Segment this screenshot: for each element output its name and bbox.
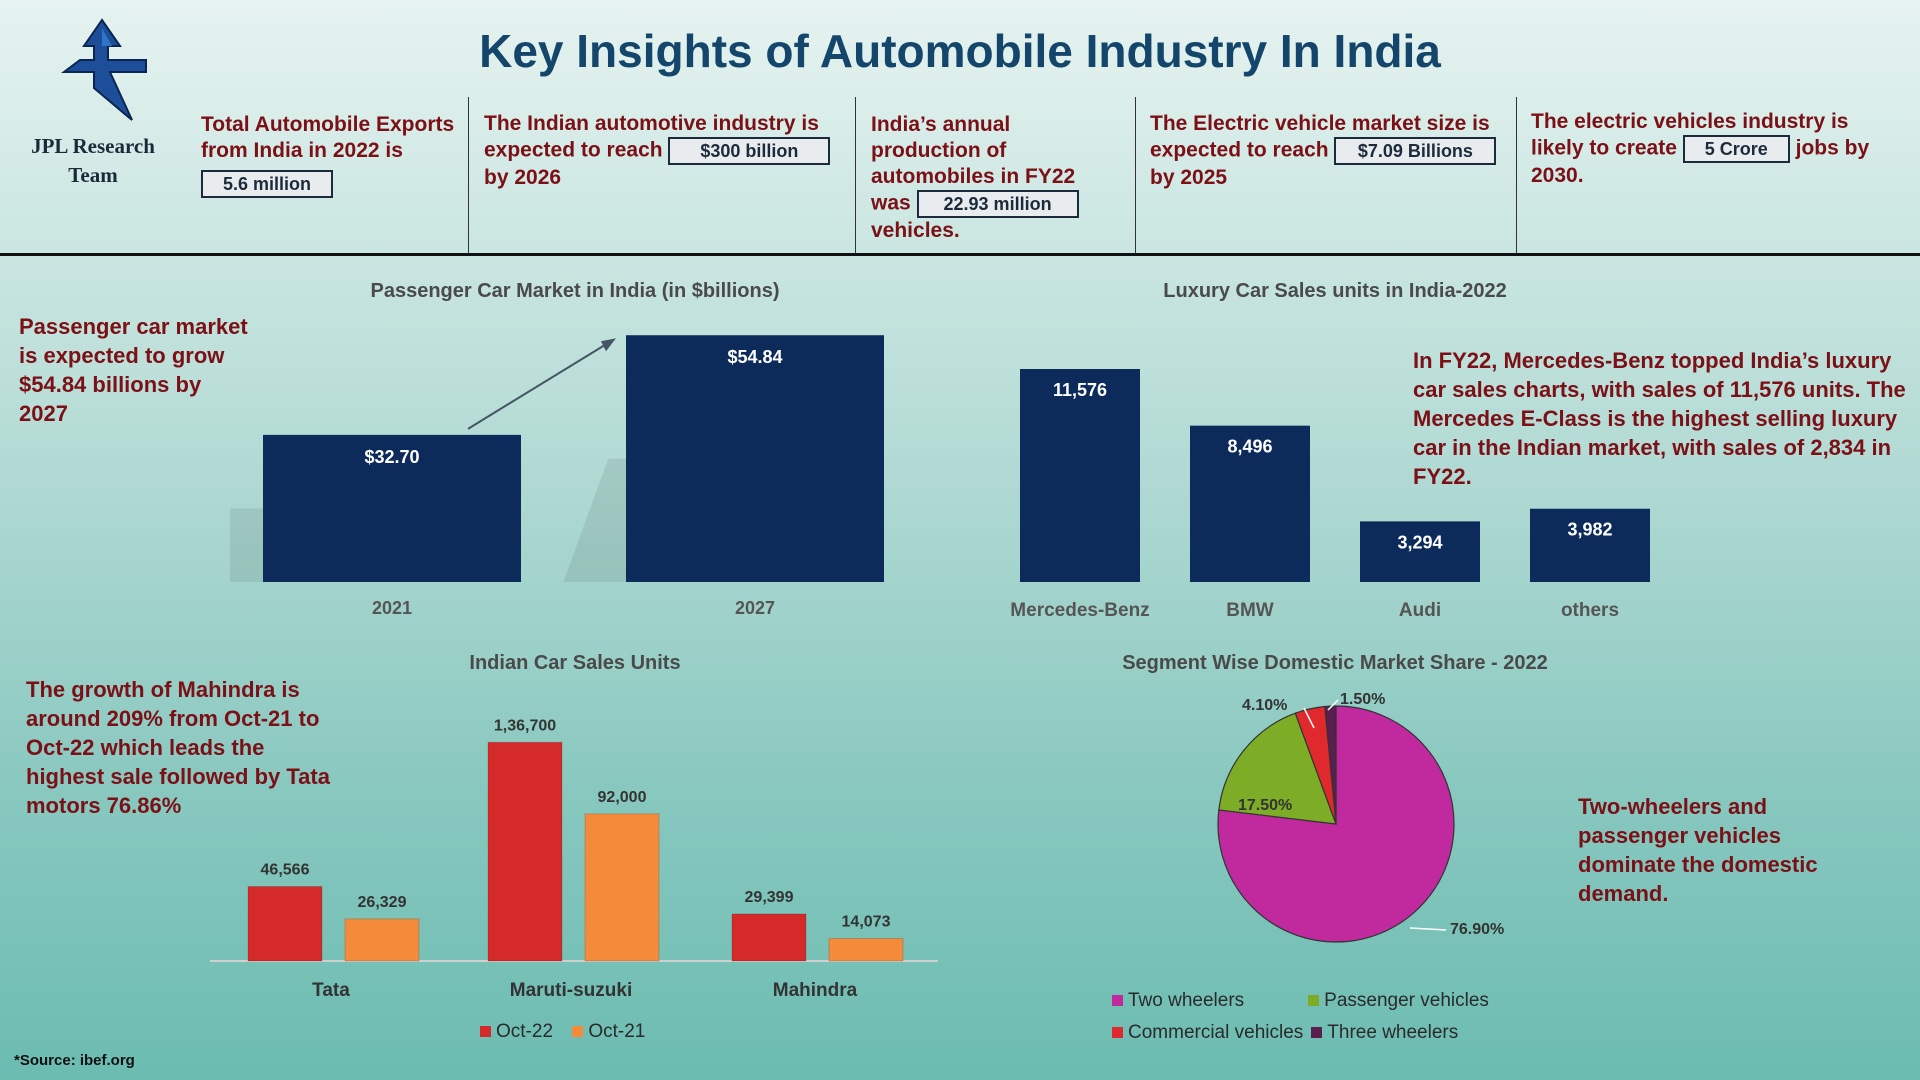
car-sales-legend: Oct-22 Oct-21 <box>480 1021 645 1043</box>
stat-text: vehicles. <box>871 219 960 242</box>
stat-exports: Total Automobile Exports from India in 2… <box>201 112 466 198</box>
stat-text: India’s annual production of automobiles… <box>871 113 1076 215</box>
bar-mercedes-benz <box>1020 369 1140 582</box>
stat-text: by 2026 <box>484 166 562 189</box>
bar-label-tata-oct-21: 26,329 <box>358 894 407 911</box>
segment-pie-chart: 76.90% 17.50% 4.10% 1.50% <box>1217 691 1504 943</box>
chart-title-passenger: Passenger Car Market in India (in $billi… <box>370 280 780 302</box>
bar-label-mercedes-benz: 11,576 <box>1053 380 1107 400</box>
slice-label-three-wheelers-leader <box>1327 699 1339 711</box>
bar-label-tata-oct-22: 46,566 <box>261 861 310 878</box>
pie-legend: Two wheelers Passenger vehicles Commerci… <box>1112 990 1552 1044</box>
stat-value: 5.6 million <box>201 170 333 198</box>
category-label-mahindra: Mahindra <box>773 980 858 1001</box>
legend-oct-22: Oct-22 <box>480 1021 553 1042</box>
stat-text: jobs by 2030. <box>1531 136 1870 187</box>
source-note: *Source: ibef.org <box>14 1052 135 1069</box>
stat-text: The Indian automotive industry is expect… <box>484 112 819 162</box>
bar-label-maruti-suzuki-oct-21: 92,000 <box>598 789 647 806</box>
legend-two-wheelers: Two wheelers <box>1112 990 1244 1012</box>
chart-title-car-sales: Indian Car Sales Units <box>469 652 681 674</box>
note-segment: Two-wheelers and passenger vehicles domi… <box>1578 794 1818 906</box>
bar-label-others: 3,982 <box>1567 520 1612 540</box>
slice-label-three-wheelers: 1.50% <box>1340 691 1385 708</box>
bar-label-2021: $32.70 <box>364 447 419 467</box>
category-label-bmw: BMW <box>1226 600 1274 621</box>
bar-mahindra-oct-21 <box>828 937 904 962</box>
separator <box>855 97 856 253</box>
slice-three-wheelers <box>1324 705 1337 825</box>
growth-arrow <box>467 340 612 430</box>
slice-label-commercial-vehicles: 4.10% <box>1242 697 1287 714</box>
page-title: Key Insights of Automobile Industry In I… <box>479 25 1441 77</box>
slice-label-commercial-vehicles-leader <box>1303 707 1315 729</box>
note-passenger: Passenger car market is expected to grow… <box>19 314 248 426</box>
slice-label-passenger-vehicles: 17.50% <box>1238 797 1292 814</box>
category-label-2027: 2027 <box>735 598 775 618</box>
category-label-2021: 2021 <box>372 598 412 618</box>
bar-maruti-suzuki-oct-22 <box>487 741 563 962</box>
bar-label-mahindra-oct-21: 14,073 <box>842 913 891 930</box>
category-label-others: others <box>1561 600 1619 621</box>
team-name: JPL Research Team <box>31 134 155 187</box>
stat-text: by 2025 <box>1150 166 1228 189</box>
chart-title-luxury: Luxury Car Sales units in India-2022 <box>1163 280 1507 302</box>
stat-value: 22.93 million <box>916 190 1079 218</box>
bar-label-audi: 3,294 <box>1397 532 1442 552</box>
stat-value: $7.09 Billions <box>1334 137 1497 165</box>
separator <box>468 97 469 253</box>
category-label-tata: Tata <box>312 980 350 1001</box>
stat-ev-market: The Electric vehicle market size is expe… <box>1150 111 1515 191</box>
note-mahindra: The growth of Mahindra is around 209% fr… <box>26 677 330 818</box>
bar-2027 <box>626 335 884 582</box>
separator <box>1516 97 1517 253</box>
jpl-logo-icon <box>61 18 147 121</box>
bar-tata-oct-22 <box>247 885 323 962</box>
stat-ev-jobs: The electric vehicles industry is likely… <box>1531 109 1871 189</box>
stat-industry: The Indian automotive industry is expect… <box>484 111 854 191</box>
legend-passenger-vehicles: Passenger vehicles <box>1308 990 1489 1012</box>
category-label-mercedes-benz: Mercedes-Benz <box>1010 600 1149 621</box>
bar-maruti-suzuki-oct-21 <box>584 813 660 962</box>
stat-production: India’s annual production of automobiles… <box>871 112 1091 244</box>
stat-text: The Electric vehicle market size is expe… <box>1150 112 1490 162</box>
bar-bmw <box>1190 425 1310 582</box>
growth-arrow-head <box>601 338 616 352</box>
stat-value: $300 billion <box>668 137 831 165</box>
legend-oct-21: Oct-21 <box>572 1021 645 1042</box>
separator <box>1135 97 1136 253</box>
category-label-maruti-suzuki: Maruti-suzuki <box>510 980 632 1001</box>
note-luxury: In FY22, Mercedes-Benz topped India’s lu… <box>1413 348 1906 489</box>
slice-label-two-wheelers: 76.90% <box>1450 921 1504 938</box>
bar-label-maruti-suzuki-oct-22: 1,36,700 <box>494 717 556 734</box>
legend-three-wheelers: Three wheelers <box>1311 1022 1458 1044</box>
bar-audi <box>1360 521 1480 582</box>
bar-others <box>1530 508 1650 582</box>
legend-commercial-vehicles: Commercial vehicles <box>1112 1022 1303 1044</box>
bar-label-2027: $54.84 <box>727 347 782 367</box>
bar-label-bmw: 8,496 <box>1227 437 1272 457</box>
bar-2021 <box>263 434 521 582</box>
chart-title-segment: Segment Wise Domestic Market Share - 202… <box>1122 652 1548 674</box>
passenger-car-chart: $32.70 2021 $54.84 2027 <box>230 335 884 618</box>
bar-tata-oct-21 <box>344 918 420 962</box>
luxury-sales-chart: 11,576 Mercedes-Benz 8,496 BMW 3,294 Audi 3,98… <box>1010 369 1650 621</box>
stat-value: 5 Crore <box>1682 135 1790 163</box>
car-sales-chart: 46,566 26,329 Tata 1,36,700 92,000 Maruti-suz… <box>210 717 938 1001</box>
stat-text: The electric vehicles industry is likely… <box>1531 110 1849 160</box>
stat-text: Total Automobile Exports from India in 2… <box>201 113 455 162</box>
category-label-audi: Audi <box>1399 600 1441 621</box>
bar-label-mahindra-oct-22: 29,399 <box>745 889 794 906</box>
header-divider <box>0 253 1920 256</box>
bar-mahindra-oct-22 <box>731 913 807 962</box>
slice-label-two-wheelers-leader <box>1409 927 1447 931</box>
slice-passenger-vehicles <box>1218 712 1337 825</box>
